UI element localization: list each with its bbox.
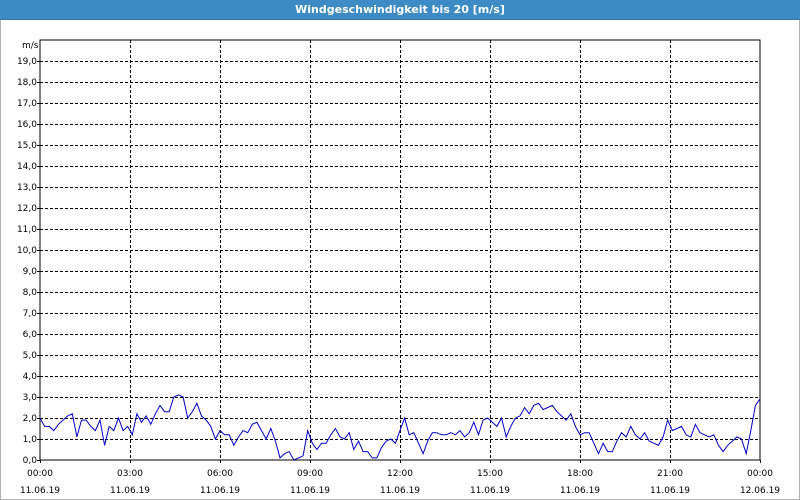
y-tick-label: 11,0 (17, 225, 37, 235)
y-tick-label: 15,0 (17, 141, 37, 151)
x-tick-date-label: 11.06.19 (20, 486, 60, 496)
y-axis-unit-label: m/s (22, 41, 39, 51)
y-tick-label: 14,0 (17, 162, 37, 172)
x-tick-time-label: 00:00 (27, 469, 53, 479)
x-tick-date-label: 11.06.19 (470, 486, 510, 496)
x-tick-date-label: 11.06.19 (110, 486, 150, 496)
y-tick-label: 3,0 (23, 393, 38, 403)
y-tick-label: 9,0 (23, 267, 38, 277)
y-tick-label: 4,0 (23, 372, 38, 382)
y-axis-ticks: 0,0 1,0 2,0 3,0 4,0 5,0 6,0 7,0 8,0 9,0 10,0 11,0 12… (17, 57, 40, 466)
x-axis-ticks: 00:00 11.06.19 03:00 11.06.19 06:00 11.06.19 0… (20, 460, 780, 496)
y-tick-label: 7,0 (23, 309, 38, 319)
x-tick-date-label: 11.06.19 (650, 486, 690, 496)
y-tick-label: 17,0 (17, 99, 37, 109)
series-group (39, 394, 761, 461)
y-tick-label: 10,0 (17, 246, 37, 256)
wind-speed-series-line (39, 394, 761, 461)
y-tick-label: 18,0 (17, 78, 37, 88)
x-tick-time-label: 21:00 (657, 469, 683, 479)
x-tick-time-label: 15:00 (477, 469, 503, 479)
y-tick-label: 5,0 (23, 351, 38, 361)
x-tick-date-label: 12.06.19 (740, 486, 780, 496)
x-tick-date-label: 11.06.19 (380, 486, 420, 496)
y-tick-label: 16,0 (17, 120, 37, 130)
chart-title: Windgeschwindigkeit bis 20 [m/s] (0, 0, 800, 20)
y-tick-label: 6,0 (23, 330, 38, 340)
y-tick-label: 12,0 (17, 204, 37, 214)
x-tick-time-label: 18:00 (567, 469, 593, 479)
y-tick-label: 19,0 (17, 57, 37, 67)
x-tick-date-label: 11.06.19 (200, 486, 240, 496)
x-tick-date-label: 11.06.19 (560, 486, 600, 496)
y-tick-label: 0,0 (23, 456, 38, 466)
y-tick-label: 1,0 (23, 435, 38, 445)
y-tick-label: 13,0 (17, 183, 37, 193)
x-tick-time-label: 00:00 (747, 469, 773, 479)
y-tick-label: 8,0 (23, 288, 38, 298)
x-tick-time-label: 12:00 (387, 469, 413, 479)
x-tick-date-label: 11.06.19 (290, 486, 330, 496)
y-tick-label: 2,0 (23, 414, 38, 424)
x-tick-time-label: 03:00 (117, 469, 143, 479)
grid-lines (40, 40, 760, 460)
x-tick-time-label: 09:00 (297, 469, 323, 479)
x-tick-time-label: 06:00 (207, 469, 233, 479)
